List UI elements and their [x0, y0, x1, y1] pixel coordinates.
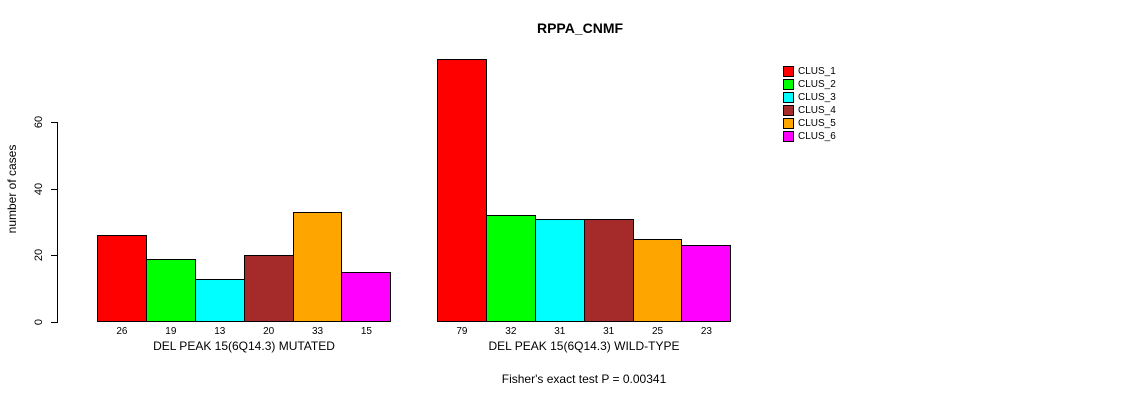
legend-label: CLUS_5: [798, 118, 836, 129]
bar-clus_1-group2: [437, 58, 487, 322]
bar-group-wild-type: [437, 58, 732, 322]
bar-clus_5-group2: [632, 238, 683, 322]
legend: CLUS_1 CLUS_2 CLUS_3 CLUS_4 CLUS_5 CLUS_6: [783, 65, 836, 143]
legend-item-clus_6: CLUS_6: [783, 130, 836, 143]
bar-value-label: 13: [214, 326, 226, 337]
chart-title: RPPA_CNMF: [536, 20, 624, 36]
bar-clus_3-group2: [534, 218, 585, 322]
legend-swatch-icon: [783, 105, 794, 116]
y-tick-mark-40: [51, 188, 58, 190]
legend-swatch-icon: [783, 92, 794, 103]
legend-swatch-icon: [783, 66, 794, 77]
y-tick-label-0: 0: [33, 318, 45, 326]
bar-clus_1-group1: [97, 235, 147, 322]
bar-clus_2-group2: [485, 215, 536, 322]
legend-item-clus_3: CLUS_3: [783, 91, 836, 104]
y-tick-label-60: 60: [33, 116, 45, 129]
bar-value-label: 20: [263, 326, 275, 337]
bar-clus_6-group2: [681, 245, 732, 322]
y-tick-mark-0: [51, 322, 58, 323]
bar-clus_5-group1: [292, 212, 343, 322]
legend-label: CLUS_2: [798, 79, 836, 90]
legend-swatch-icon: [783, 118, 794, 129]
legend-label: CLUS_1: [798, 66, 836, 77]
bar-value-label: 26: [116, 326, 128, 337]
bar-clus_3-group1: [194, 278, 245, 322]
bar-clus_6-group1: [341, 272, 392, 322]
bar-value-label: 15: [360, 326, 372, 337]
bar-group-mutated: [97, 212, 392, 322]
bar-value-label: 79: [456, 326, 468, 337]
group-label-mutated: DEL PEAK 15(6Q14.3) MUTATED: [153, 339, 335, 353]
bar-clus_4-group2: [583, 218, 634, 322]
legend-label: CLUS_4: [798, 105, 836, 116]
bar-clus_2-group1: [145, 258, 196, 322]
legend-swatch-icon: [783, 79, 794, 90]
legend-label: CLUS_3: [798, 92, 836, 103]
legend-item-clus_4: CLUS_4: [783, 104, 836, 117]
group-label-wild-type: DEL PEAK 15(6Q14.3) WILD-TYPE: [488, 339, 680, 353]
bar-value-label: 31: [554, 326, 566, 337]
y-tick-label-40: 40: [33, 182, 45, 195]
legend-label: CLUS_6: [798, 131, 836, 142]
bar-value-label: 25: [651, 326, 664, 337]
y-tick-mark-60: [51, 122, 58, 124]
legend-swatch-icon: [783, 131, 794, 142]
y-tick-mark-20: [51, 255, 58, 257]
y-axis-line: [57, 122, 58, 322]
legend-item-clus_1: CLUS_1: [783, 65, 836, 78]
bar-clus_4-group1: [243, 255, 294, 322]
bar-value-label: 19: [165, 326, 177, 337]
y-tick-label-20: 20: [33, 249, 45, 262]
bar-value-label: 33: [311, 326, 324, 337]
legend-item-clus_5: CLUS_5: [783, 117, 836, 130]
fisher-test-annotation: Fisher's exact test P = 0.00341: [501, 372, 667, 386]
bar-value-label: 31: [603, 326, 615, 337]
bar-value-label: 32: [505, 326, 517, 337]
bar-value-label: 23: [700, 326, 712, 337]
y-axis-label: number of cases: [5, 144, 19, 234]
legend-item-clus_2: CLUS_2: [783, 78, 836, 91]
